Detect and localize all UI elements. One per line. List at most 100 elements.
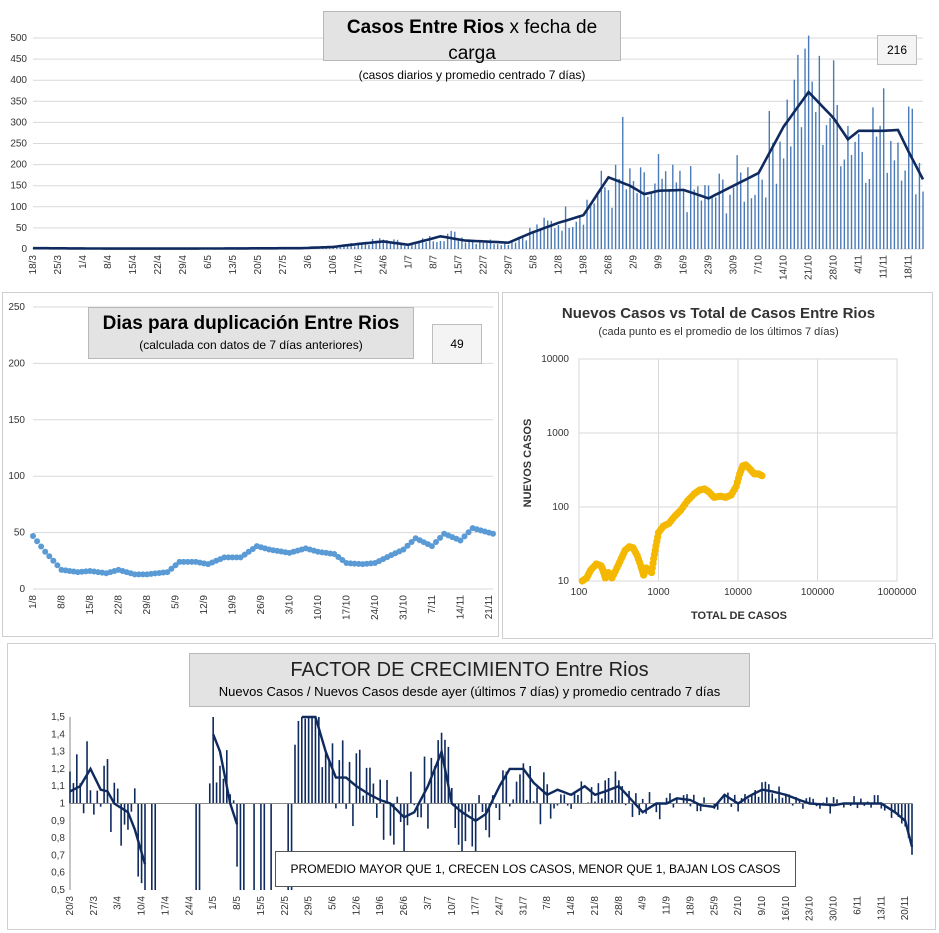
factor-bar — [311, 717, 313, 804]
factor-bar — [423, 756, 426, 804]
casos-bar — [411, 242, 413, 249]
factor-bar — [539, 803, 542, 825]
casos-bar — [643, 172, 645, 249]
casos-bar — [389, 243, 392, 249]
casos-bar — [661, 178, 663, 249]
factor-bar — [781, 797, 784, 804]
casos-title-box: Casos Entre Rios x fecha de carga (casos… — [323, 11, 621, 82]
casos-x-tick-label: 8/4 — [103, 255, 114, 269]
casos-bar — [729, 194, 731, 249]
factor-bar — [76, 754, 78, 804]
factor-bar — [856, 803, 859, 809]
factor-bar — [123, 803, 126, 825]
factor-x-tick-label: 3/7 — [423, 896, 434, 910]
casos-bar — [686, 212, 688, 249]
casos-bar — [543, 217, 545, 249]
casos-bar — [682, 191, 685, 249]
factor-bar — [570, 803, 572, 809]
factor-bar — [362, 795, 364, 804]
factor-x-tick-label: 8/5 — [232, 896, 243, 910]
factor-bar — [863, 803, 866, 806]
casos-x-tick-label: 23/9 — [704, 255, 715, 275]
factor-bar — [829, 803, 831, 814]
factor-bar — [836, 799, 838, 804]
factor-bar — [140, 803, 143, 884]
factor-bar — [468, 803, 470, 812]
factor-x-tick-label: 9/10 — [757, 896, 768, 916]
casos-bar — [865, 182, 867, 249]
casos-bar — [450, 230, 452, 249]
factor-bar — [907, 803, 910, 838]
casos-bar — [664, 171, 667, 249]
factor-bar — [587, 802, 589, 804]
factor-bar — [757, 796, 760, 804]
factor-x-tick-label: 23/10 — [805, 896, 816, 921]
factor-bar — [348, 761, 351, 804]
factor-bar — [215, 782, 218, 804]
factor-bar — [379, 779, 382, 804]
factor-bar — [693, 794, 695, 804]
factor-bar — [120, 803, 122, 846]
factor-bar — [106, 759, 109, 804]
factor-bar — [355, 753, 358, 804]
factor-bar — [556, 803, 559, 806]
factor-bar — [624, 803, 627, 806]
factor-bar — [297, 720, 300, 804]
casos-bar — [586, 199, 588, 249]
factor-bar — [600, 798, 603, 804]
casos-bar — [464, 242, 467, 249]
factor-x-tick-label: 12/6 — [351, 896, 362, 916]
casos-last-value-badge: 216 — [877, 35, 917, 65]
factor-bar — [880, 803, 883, 809]
casos-bar — [689, 166, 692, 249]
duplicacion-x-tick-label: 3/10 — [284, 595, 295, 615]
factor-bar — [304, 718, 307, 804]
factor-bar — [696, 803, 699, 812]
factor-bar — [287, 803, 289, 890]
casos-bar — [740, 172, 742, 249]
factor-bar — [843, 803, 845, 808]
casos-bar — [446, 233, 449, 249]
casos-bar — [693, 189, 695, 249]
casos-x-tick-label: 26/8 — [603, 255, 614, 275]
factor-x-tick-label: 14/8 — [566, 896, 577, 916]
factor-bar — [894, 803, 896, 813]
duplicacion-x-tick-label: 7/11 — [427, 595, 438, 614]
casos-y-tick-label: 350 — [10, 96, 27, 107]
casos-x-tick-label: 22/4 — [153, 255, 164, 275]
factor-x-tick-label: 22/5 — [280, 896, 291, 916]
factor-x-tick-label: 18/9 — [685, 896, 696, 916]
factor-bar — [747, 798, 750, 804]
duplicacion-panel: 0 50 100 150 200 250 1/8 8/8 15/8 22/8 29/8 5/9 12/9… — [2, 292, 499, 637]
casos-bar — [443, 241, 445, 249]
duplicacion-point — [172, 562, 179, 569]
factor-bar — [416, 803, 419, 818]
duplicacion-y-tick-label: 50 — [14, 528, 26, 539]
factor-bar — [648, 792, 651, 804]
factor-bar — [631, 803, 634, 817]
factor-bar — [127, 803, 129, 830]
factor-bar — [594, 801, 596, 804]
casos-bar — [557, 225, 560, 249]
factor-x-tick-label: 24/4 — [184, 896, 195, 916]
casos-y-tick-label: 50 — [16, 223, 28, 234]
duplicacion-x-tick-label: 19/9 — [227, 595, 238, 615]
casos-bar — [407, 246, 410, 249]
factor-avg-line — [212, 733, 239, 825]
factor-bar — [430, 757, 433, 804]
factor-x-tick-label: 24/7 — [495, 896, 506, 916]
casos-bar — [840, 166, 842, 249]
factor-bar — [243, 803, 245, 890]
factor-bar — [768, 784, 770, 804]
casos-bar — [747, 167, 749, 249]
factor-x-tick-label: 30/10 — [829, 896, 840, 921]
casos-title-bold: Casos Entre Rios — [346, 17, 505, 38]
casos-bar — [607, 190, 610, 249]
casos-bar — [922, 191, 924, 249]
factor-x-tick-label: 19/6 — [375, 896, 386, 916]
factor-bar — [703, 797, 705, 804]
casos-bar — [550, 220, 552, 249]
factor-bar — [825, 797, 828, 804]
duplicacion-point — [30, 532, 36, 539]
factor-bar — [761, 782, 763, 804]
